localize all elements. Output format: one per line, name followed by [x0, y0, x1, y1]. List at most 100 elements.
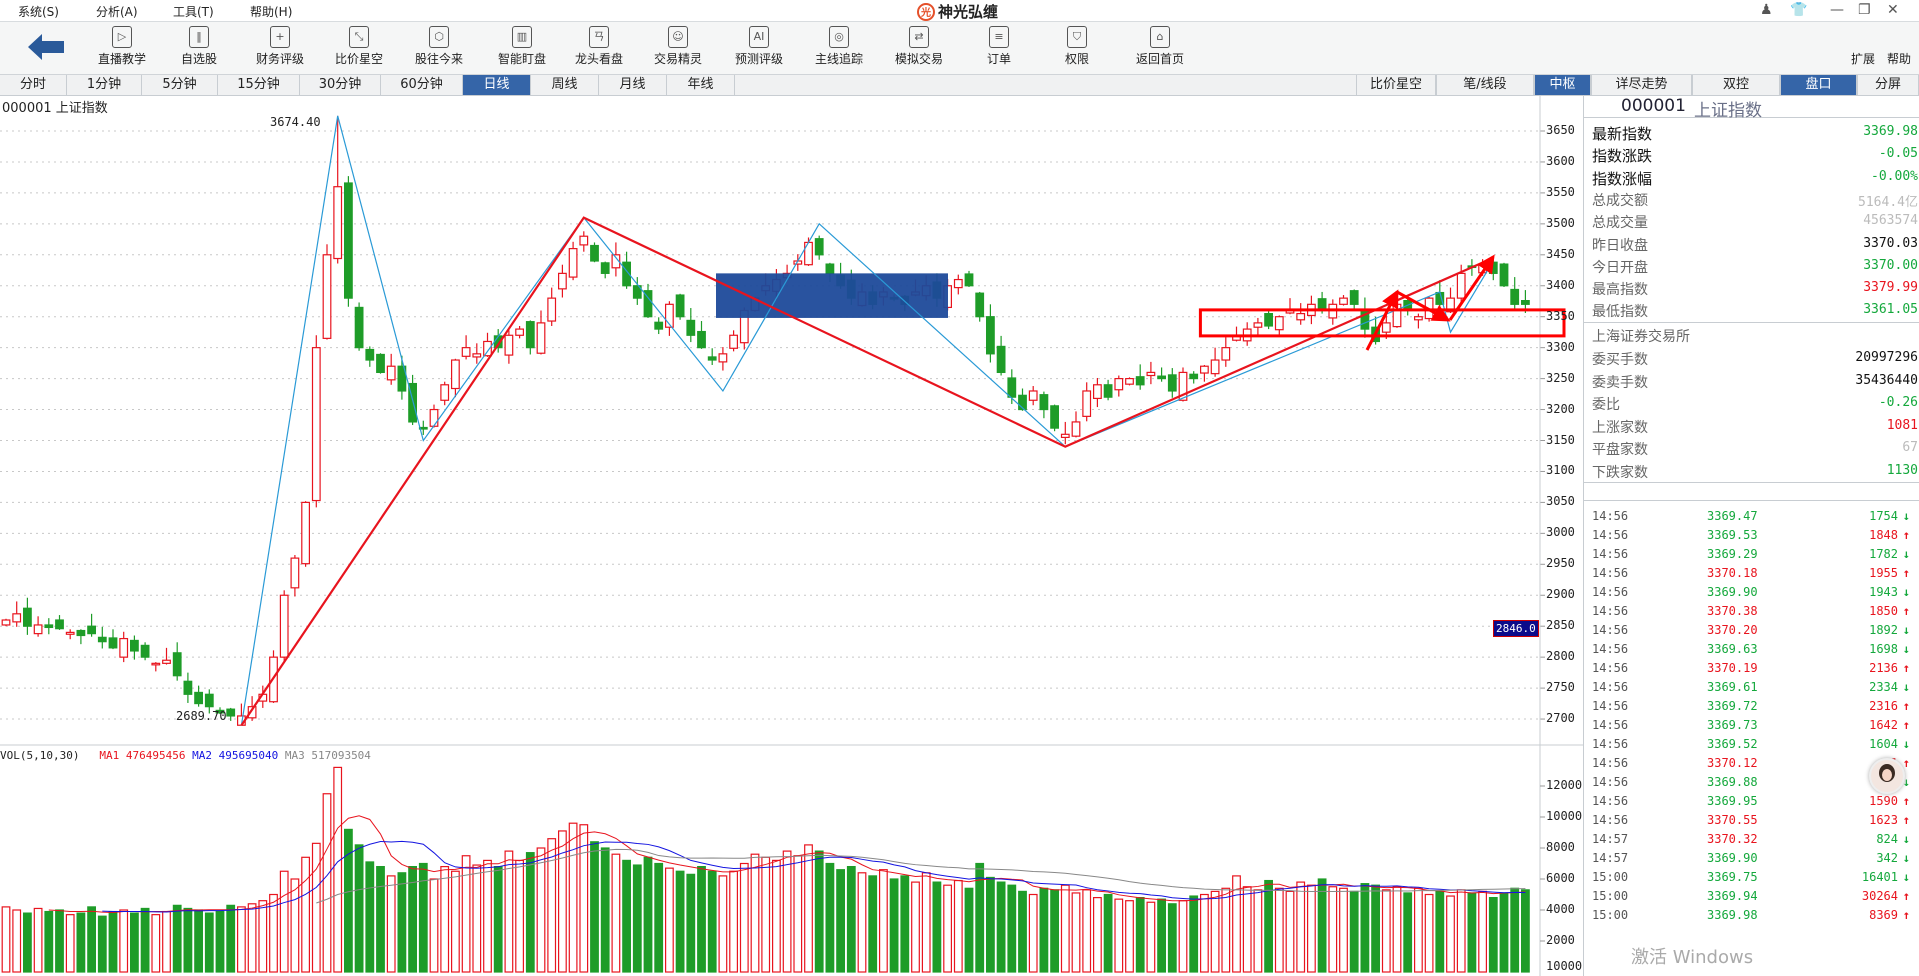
volume-bar — [739, 862, 749, 973]
trend-arrow — [1396, 290, 1451, 322]
volume-bar — [204, 912, 214, 973]
help-button[interactable]: 帮助 — [1887, 52, 1912, 66]
menu-analysis[interactable]: 分析(A) — [96, 5, 138, 19]
tab-period[interactable]: 60分钟 — [381, 75, 463, 95]
volume-bar — [836, 869, 845, 973]
tab-period[interactable]: 月线 — [599, 75, 667, 95]
tab-period[interactable]: 5分钟 — [142, 75, 218, 95]
toolbar-icon: ⬡ — [429, 26, 449, 48]
tick-row: 14:56 3370.55 1623 ↑ — [1584, 813, 1919, 832]
candle-up — [1221, 347, 1231, 361]
tab-right[interactable]: 中枢 — [1534, 75, 1591, 95]
arrow-down-icon: ↓ — [1902, 642, 1910, 656]
skin-icon[interactable]: 👕 — [1790, 2, 1808, 18]
volume-bar — [130, 912, 139, 973]
toolbar-icon: ▥ — [512, 26, 532, 48]
candle-up — [151, 662, 161, 666]
close-button[interactable]: ✕ — [1887, 2, 1899, 18]
toolbar-item[interactable]: AI 预测评级 — [719, 26, 799, 67]
tab-period[interactable]: 日线 — [463, 75, 531, 95]
maximize-button[interactable]: ❐ — [1858, 2, 1871, 18]
volume-bar — [600, 847, 610, 973]
tab-period[interactable]: 1分钟 — [67, 75, 142, 95]
volume-bar — [568, 822, 578, 973]
price-axis-label: 3550 — [1546, 184, 1575, 199]
extend-button[interactable]: 扩展 — [1851, 52, 1876, 66]
tick-price: 3369.29 — [1707, 547, 1758, 561]
volume-bar — [237, 906, 246, 973]
tab-period[interactable]: 年线 — [667, 75, 735, 95]
menu-system[interactable]: 系统(S) — [18, 5, 59, 19]
toolbar-item[interactable]: ⌂ 返回首页 — [1120, 26, 1200, 67]
quote-label: 昨日收盘 — [1592, 237, 1648, 254]
tick-volume: 824 — [1876, 832, 1898, 846]
toolbar-label: 预测评级 — [734, 52, 783, 66]
toolbar-item[interactable]: ▷ 直播教学 — [82, 26, 162, 67]
toolbar-item[interactable]: + 财务评级 — [240, 26, 320, 67]
tick-row: 14:56 3369.95 1590 ↑ — [1584, 794, 1919, 813]
volume-bar — [354, 844, 364, 973]
toolbar-item[interactable]: ☺ 交易精灵 — [638, 26, 718, 67]
toolbar-item[interactable]: ≡ 订单 — [959, 26, 1039, 67]
menu-tools[interactable]: 工具(T) — [173, 5, 214, 19]
arrow-down-icon: ↓ — [1902, 737, 1910, 751]
candle-up — [1028, 390, 1038, 401]
quote-row: 指数涨跌 -0.05 — [1584, 143, 1919, 165]
volume-bar — [1253, 889, 1263, 973]
tick-row: 14:56 3369.90 1943 ↓ — [1584, 585, 1919, 604]
price-axis-label: 3450 — [1546, 246, 1575, 261]
menu-help[interactable]: 帮助(H) — [250, 5, 293, 19]
price-axis-label: 2700 — [1546, 711, 1575, 726]
tab-period[interactable]: 周线 — [531, 75, 599, 95]
back-arrow-icon[interactable] — [28, 34, 64, 60]
quote-label: 下跌家数 — [1592, 465, 1648, 481]
crosshair-price-label: 2846.0 — [1493, 620, 1539, 637]
divider — [1584, 482, 1919, 483]
volume-bar — [1306, 884, 1316, 973]
toolbar-item[interactable]: ▥ 智能盯盘 — [482, 26, 562, 67]
divider — [1584, 322, 1919, 323]
quote-label: 总成交量 — [1592, 215, 1648, 232]
tab-right[interactable]: 双控 — [1692, 75, 1780, 95]
price-axis-label: 2800 — [1546, 649, 1575, 664]
toolbar-item[interactable]: ◎ 主线追踪 — [799, 26, 879, 67]
candle-down — [996, 345, 1006, 374]
tab-right[interactable]: 比价星空 — [1356, 75, 1436, 95]
tab-right[interactable]: 详尽走势 — [1591, 75, 1692, 95]
candle-up — [547, 297, 557, 322]
assistant-avatar[interactable] — [1869, 758, 1905, 794]
tab-period[interactable]: 30分钟 — [300, 75, 381, 95]
arrow-down-icon: ↓ — [1902, 585, 1910, 599]
candle-down — [44, 624, 54, 629]
minimize-button[interactable]: — — [1830, 2, 1844, 18]
toolbar-item[interactable]: ㄢ龙头看盘 — [559, 26, 639, 67]
tick-row: 14:56 3369.29 1782 ↓ — [1584, 547, 1919, 566]
tab-right[interactable]: 盘口 — [1780, 75, 1857, 95]
tab-right[interactable]: 分屏 — [1857, 75, 1919, 95]
toolbar-item[interactable]: ‖ 自选股 — [159, 26, 239, 67]
toolbar-item[interactable]: ⛉ 权限 — [1037, 26, 1117, 67]
toolbar-item[interactable]: ⇄ 模拟交易 — [879, 26, 959, 67]
tab-period[interactable]: 分时 — [0, 75, 67, 95]
volume-bar — [697, 865, 706, 973]
price-axis-label: 3000 — [1546, 525, 1575, 540]
volume-ma-line — [48, 815, 1526, 913]
tab-right[interactable]: 笔/线段 — [1436, 75, 1534, 95]
tab-period[interactable]: 15分钟 — [218, 75, 300, 95]
price-axis-label: 3500 — [1546, 215, 1575, 230]
volume-bar — [718, 875, 728, 973]
user-icon[interactable]: ♟ — [1760, 2, 1773, 18]
tick-row: 14:56 3369.47 1754 ↓ — [1584, 509, 1919, 528]
volume-bar — [557, 830, 567, 973]
volume-bar — [1221, 887, 1231, 973]
toolbar-item[interactable]: ⤡ 比价星空 — [319, 26, 399, 67]
volume-bar — [1360, 883, 1370, 973]
exchange-label: 上海证券交易所 — [1592, 329, 1690, 345]
volume-axis-label: 2000 — [1546, 933, 1575, 947]
price-axis-label: 3600 — [1546, 153, 1575, 168]
arrow-down-icon: ↓ — [1902, 509, 1910, 523]
stroke-line-blue — [240, 115, 1494, 726]
kline-chart[interactable] — [0, 95, 1583, 976]
toolbar-item[interactable]: ⬡ 股往今来 — [399, 26, 479, 67]
quote-label: 最高指数 — [1592, 282, 1648, 299]
